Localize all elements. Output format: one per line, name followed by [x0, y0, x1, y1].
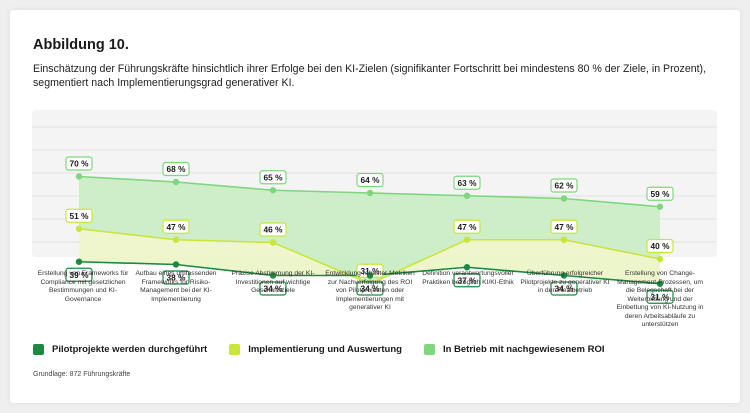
- data-label: 37 %: [458, 275, 478, 285]
- category-label: Erstellung von Frameworks für Compliance…: [37, 270, 129, 303]
- area-roi: [79, 176, 660, 284]
- category-label: Definition verantwortungsvoller Praktike…: [422, 270, 514, 286]
- point-pilot: [172, 261, 180, 268]
- data-label: 70 %: [70, 159, 90, 169]
- data-label-box: [646, 289, 674, 304]
- legend-swatch: [423, 344, 435, 355]
- data-label: 46 %: [264, 225, 284, 235]
- data-label-box: [162, 270, 190, 285]
- point-roi: [269, 187, 277, 194]
- legend-item-roi: In Betrieb mit nachgewiesenem ROI: [423, 344, 605, 355]
- data-label: 39 %: [70, 270, 90, 280]
- point-pilot: [656, 280, 664, 287]
- point-implementation: [172, 236, 180, 243]
- legend-item-pilot: Pilotprojekte werden durchgeführt: [33, 344, 207, 355]
- data-label-box: [646, 238, 674, 254]
- point-pilot: [269, 272, 277, 279]
- data-label: 31 %: [651, 292, 671, 302]
- data-label: 59 %: [651, 189, 671, 199]
- category-label: Erstellung von Change-Management-Prozess…: [616, 270, 704, 328]
- data-label: 65 %: [264, 172, 284, 182]
- data-label-box: [550, 219, 578, 234]
- category-label: Überführung erfolgreicher Pilotprojekte …: [520, 270, 610, 294]
- data-label: 62 %: [555, 181, 575, 191]
- point-implementation: [75, 225, 83, 232]
- data-label: 38 %: [167, 273, 187, 283]
- data-label-box: [356, 172, 384, 188]
- data-label-box: [259, 281, 287, 296]
- legend-swatch: [33, 344, 44, 355]
- category-label: Präzise Abstimmung der KI-Investitionen …: [231, 270, 315, 294]
- point-roi: [560, 195, 568, 202]
- data-label-box: [550, 281, 578, 296]
- data-label: 64 %: [361, 175, 381, 185]
- data-label: 51 %: [70, 211, 90, 221]
- point-roi: [75, 173, 83, 180]
- data-label: 68 %: [167, 164, 187, 174]
- data-label-box: [65, 156, 93, 171]
- point-roi: [656, 203, 664, 210]
- figure-title: Abbildung 10.: [33, 37, 129, 53]
- data-label: 40 %: [651, 241, 671, 251]
- point-roi: [366, 189, 374, 197]
- category-label: Entwicklung robuster Metriken zur Nachve…: [325, 270, 415, 311]
- data-label-box: [259, 222, 287, 237]
- legend-label: Implementierung und Auswertung: [248, 344, 402, 355]
- point-implementation: [560, 236, 568, 243]
- area-implementation: [79, 228, 660, 284]
- data-label: 47 %: [458, 222, 478, 232]
- data-label: 63 %: [458, 178, 478, 188]
- category-label: Aufbau eines umfassenden Frameworks für …: [135, 270, 217, 303]
- data-label: 47 %: [167, 222, 187, 232]
- data-label: 47 %: [555, 222, 575, 232]
- legend-swatch: [229, 344, 241, 355]
- data-label: 34 %: [361, 284, 381, 294]
- data-label-box: [162, 219, 190, 234]
- data-label-box: [550, 178, 578, 193]
- point-implementation: [269, 239, 277, 246]
- point-pilot: [463, 264, 471, 271]
- point-pilot: [75, 258, 83, 265]
- data-label-box: [65, 267, 93, 282]
- data-label-box: [646, 186, 674, 201]
- data-label: 31 %: [361, 266, 381, 276]
- data-label: 34 %: [264, 284, 284, 294]
- legend-label: Pilotprojekte werden durchgeführt: [52, 344, 208, 355]
- point-pilot: [560, 272, 568, 279]
- data-label-box: [453, 273, 481, 288]
- point-pilot: [366, 272, 374, 279]
- data-label-box: [65, 208, 93, 223]
- data-label: 34 %: [555, 284, 575, 294]
- point-roi: [463, 192, 471, 199]
- figure-subtitle: Einschätzung der Führungskräfte hinsicht…: [33, 63, 707, 89]
- base-footnote: Grundlage: 872 Führungskräfte: [33, 371, 131, 378]
- data-label-box: [356, 281, 384, 296]
- point-implementation: [656, 255, 664, 263]
- data-label-box: [162, 161, 190, 177]
- point-roi: [172, 178, 180, 186]
- data-label-box: [259, 170, 287, 185]
- data-label-box: [453, 219, 481, 234]
- legend-item-implementation: Implementierung und Auswertung: [229, 344, 402, 355]
- legend-label: In Betrieb mit nachgewiesenem ROI: [442, 344, 605, 355]
- data-label-box: [453, 175, 481, 190]
- legend: Pilotprojekte werden durchgeführt Implem…: [33, 344, 605, 355]
- point-implementation: [463, 236, 471, 243]
